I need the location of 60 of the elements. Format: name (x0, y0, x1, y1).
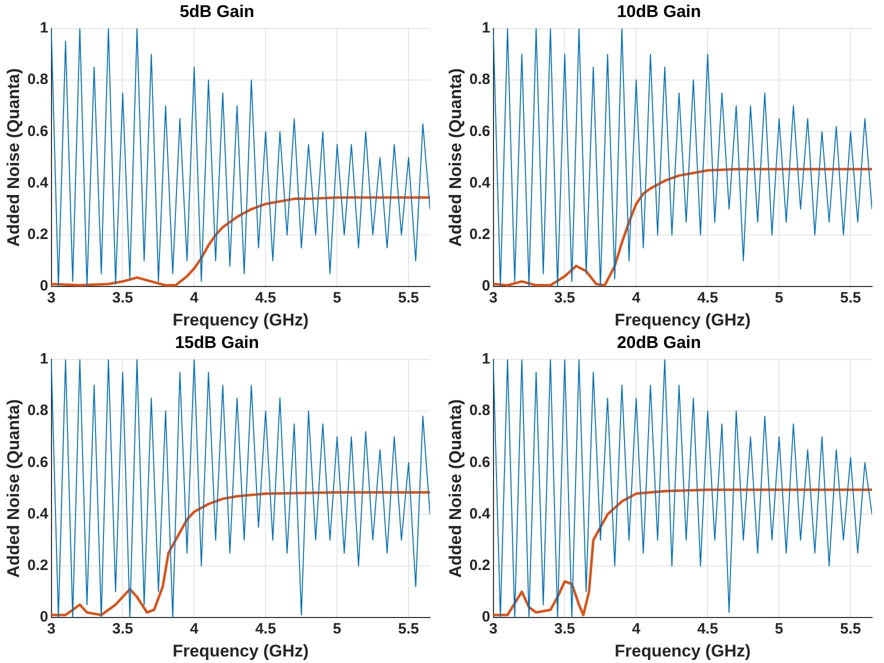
y-tick-label: 0 (482, 608, 490, 626)
y-axis-title: Added Noise (Quanta) (446, 68, 465, 247)
y-tick-label: 0.2 (27, 226, 48, 244)
x-tick-label: 3.5 (112, 620, 134, 638)
x-tick-label: 3.5 (554, 290, 576, 307)
x-axis-title: Frequency (GHz) (614, 310, 751, 330)
x-tick-label: 4 (632, 620, 642, 638)
x-tick-label: 3.5 (554, 620, 576, 638)
y-tick-label: 0.2 (469, 226, 490, 244)
y-tick-label: 0 (482, 278, 490, 295)
x-tick-label: 5 (332, 290, 342, 307)
y-tick-label: 0 (40, 278, 48, 295)
x-tick-label: 3 (47, 290, 56, 307)
y-tick-label: 0.4 (469, 174, 491, 192)
x-tick-label: 3.5 (112, 290, 134, 307)
x-tick-label: 4 (632, 290, 642, 307)
y-tick-label: 1 (482, 20, 490, 37)
x-axis-title: Frequency (GHz) (172, 641, 309, 660)
x-tick-label: 3 (489, 290, 498, 307)
y-tick-label: 0.8 (469, 71, 490, 88)
y-tick-label: 0.4 (27, 174, 49, 192)
y-tick-label: 0.4 (469, 505, 491, 522)
x-tick-label: 4.5 (255, 290, 276, 307)
y-tick-label: 0.2 (27, 557, 48, 574)
y-tick-label: 0.6 (27, 454, 48, 471)
x-tick-label: 5.5 (840, 620, 861, 638)
y-tick-label: 0.8 (27, 71, 48, 88)
chart-title: 20dB Gain (616, 332, 702, 352)
y-tick-label: 0 (40, 608, 48, 626)
y-tick-label: 0.6 (27, 122, 48, 140)
x-tick-label: 4.5 (697, 290, 718, 307)
x-tick-label: 5 (332, 620, 342, 638)
y-tick-label: 0.2 (469, 557, 490, 574)
x-tick-label: 3 (47, 620, 56, 638)
x-tick-label: 4 (190, 620, 200, 638)
x-tick-label: 5 (774, 620, 784, 638)
x-tick-label: 4.5 (697, 620, 718, 638)
y-tick-label: 0.6 (469, 454, 490, 471)
chart-title: 15dB Gain (174, 332, 260, 352)
chart-title: 5dB Gain (180, 2, 254, 21)
x-tick-label: 5 (774, 290, 784, 307)
x-tick-label: 5.5 (398, 620, 419, 638)
y-tick-label: 0.6 (469, 122, 490, 140)
y-tick-label: 1 (40, 20, 48, 37)
x-axis-title: Frequency (GHz) (172, 310, 309, 330)
y-axis-title: Added Noise (Quanta) (4, 399, 23, 578)
chart-title: 10dB Gain (616, 2, 702, 21)
x-tick-label: 5.5 (840, 290, 861, 307)
y-axis-title: Added Noise (Quanta) (4, 68, 23, 247)
y-tick-label: 0.4 (27, 505, 49, 522)
x-tick-label: 3 (489, 620, 498, 638)
y-tick-label: 1 (40, 350, 48, 368)
y-tick-label: 0.8 (27, 402, 48, 420)
x-tick-label: 4.5 (255, 620, 276, 638)
y-tick-label: 0.8 (469, 402, 490, 420)
y-axis-title: Added Noise (Quanta) (446, 399, 465, 578)
x-axis-title: Frequency (GHz) (614, 641, 751, 660)
x-tick-label: 4 (190, 290, 200, 307)
y-tick-label: 1 (482, 350, 490, 368)
x-tick-label: 5.5 (398, 290, 419, 307)
